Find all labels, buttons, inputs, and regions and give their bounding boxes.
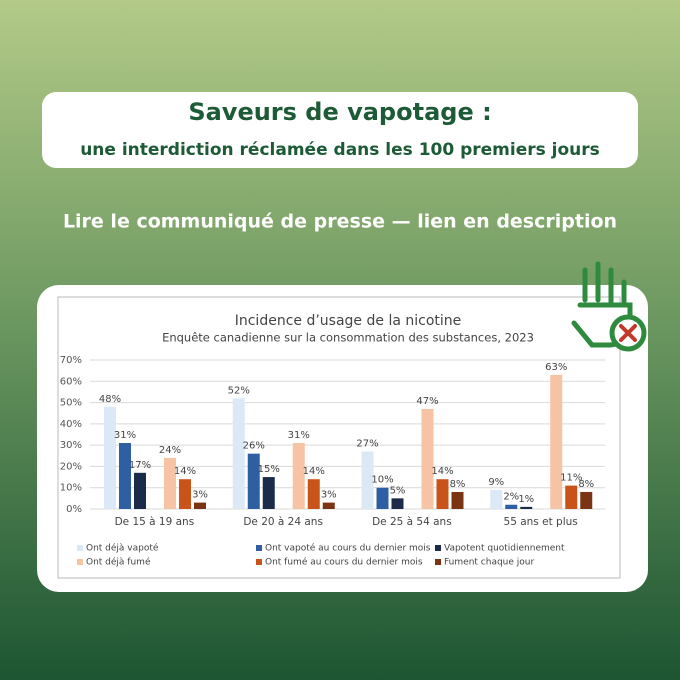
x-tick-label: De 25 à 54 ans xyxy=(372,516,452,528)
bar xyxy=(179,479,191,509)
value-label: 15% xyxy=(258,464,280,475)
bar xyxy=(580,491,593,509)
legend-label: Vapotent quotidiennement xyxy=(444,544,565,554)
bar xyxy=(134,472,146,509)
legend-swatch xyxy=(256,545,262,551)
bar xyxy=(247,453,260,509)
y-tick-label: 30% xyxy=(60,440,82,451)
y-tick-label: 50% xyxy=(60,398,82,409)
hand-icon xyxy=(571,261,647,352)
value-label: 14% xyxy=(174,466,196,477)
bar xyxy=(550,374,563,509)
x-tick-label: De 15 à 19 ans xyxy=(115,516,195,528)
bar xyxy=(164,457,176,509)
legend-label: Fument chaque jour xyxy=(444,558,534,568)
y-tick-label: 10% xyxy=(60,483,82,494)
value-label: 8% xyxy=(450,479,466,490)
value-label: 26% xyxy=(243,441,265,452)
bar xyxy=(307,479,320,509)
value-label: 24% xyxy=(159,445,181,456)
x-tick-label: 55 ans et plus xyxy=(504,516,578,528)
legend-swatch xyxy=(435,559,441,565)
chart-card xyxy=(37,285,648,592)
bar xyxy=(232,398,245,509)
bar xyxy=(322,502,335,509)
legend-label: Ont déjà fumé xyxy=(86,557,151,568)
legend-swatch xyxy=(435,545,441,551)
value-label: 48% xyxy=(99,394,121,405)
bar xyxy=(565,485,578,509)
value-label: 11% xyxy=(560,473,582,484)
bar xyxy=(520,506,533,509)
legend-swatch xyxy=(77,559,83,565)
value-label: 52% xyxy=(228,385,250,396)
chart-title: Incidence d’usage de la nicotine xyxy=(235,313,462,329)
value-label: 3% xyxy=(321,490,337,501)
legend-swatch xyxy=(256,559,262,565)
bar xyxy=(361,451,374,509)
value-label: 17% xyxy=(129,460,151,471)
page-subtitle: une interdiction réclamée dans les 100 p… xyxy=(80,140,600,160)
y-tick-label: 0% xyxy=(66,504,82,515)
page-title: Saveurs de vapotage : xyxy=(188,98,491,126)
value-label: 14% xyxy=(303,466,325,477)
y-tick-label: 40% xyxy=(60,419,82,430)
y-tick-label: 20% xyxy=(60,461,82,472)
chart-subtitle: Enquête canadienne sur la consommation d… xyxy=(162,331,534,345)
y-tick-label: 70% xyxy=(60,355,82,366)
value-label: 27% xyxy=(356,439,378,450)
value-label: 2% xyxy=(503,492,519,503)
legend-label: Ont déjà vapoté xyxy=(86,543,159,554)
bar xyxy=(376,487,389,509)
bar xyxy=(490,489,503,509)
legend-label: Ont fumé au cours du dernier mois xyxy=(265,557,423,568)
legend-swatch xyxy=(77,545,83,551)
legend-label: Ont vapoté au cours du dernier mois xyxy=(265,543,431,554)
value-label: 31% xyxy=(114,430,136,441)
link-text: Lire le communiqué de presse — lien en d… xyxy=(63,211,617,233)
value-label: 14% xyxy=(431,466,453,477)
value-label: 47% xyxy=(416,396,438,407)
bar xyxy=(421,408,434,509)
bar xyxy=(292,443,305,509)
bar xyxy=(194,502,206,509)
x-tick-label: De 20 à 24 ans xyxy=(243,516,323,528)
value-label: 63% xyxy=(545,362,567,373)
bar xyxy=(119,443,131,509)
y-tick-label: 60% xyxy=(60,376,82,387)
value-label: 3% xyxy=(192,490,208,501)
value-label: 9% xyxy=(488,477,504,488)
value-label: 1% xyxy=(518,494,534,505)
bar xyxy=(436,479,449,509)
value-label: 5% xyxy=(390,485,406,496)
value-label: 31% xyxy=(288,430,310,441)
bar xyxy=(104,406,116,509)
bar xyxy=(451,491,464,509)
bar xyxy=(505,504,518,509)
title-box xyxy=(42,92,638,168)
bar xyxy=(391,498,404,509)
bar xyxy=(262,477,275,509)
value-label: 10% xyxy=(371,475,393,486)
value-label: 8% xyxy=(578,479,594,490)
chart-frame xyxy=(57,296,621,579)
